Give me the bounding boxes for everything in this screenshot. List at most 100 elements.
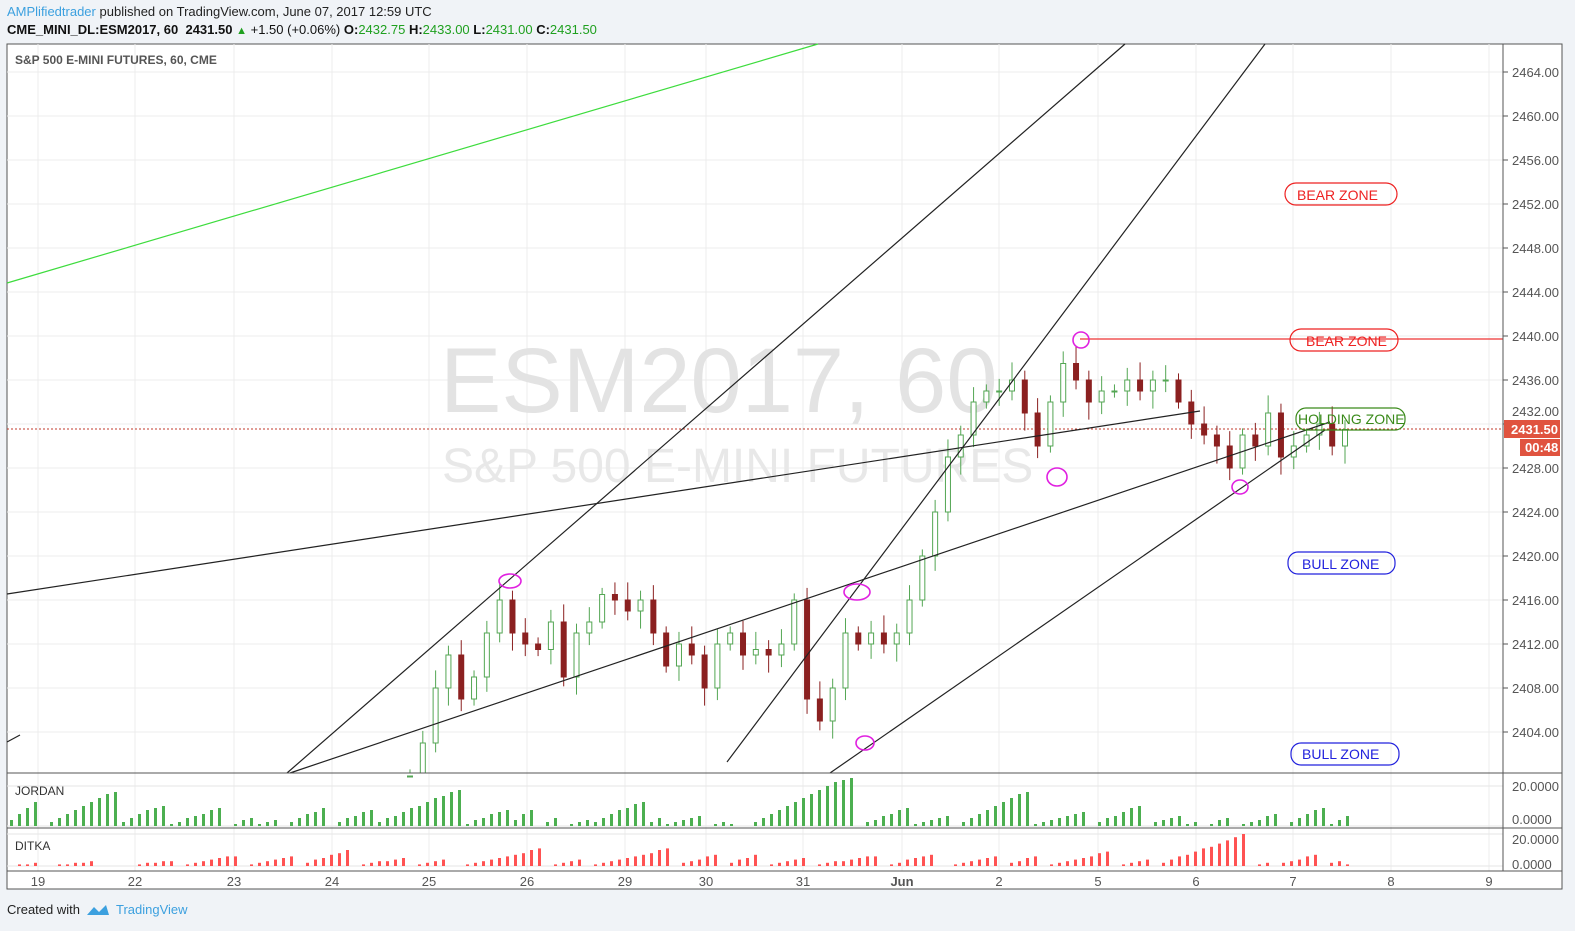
ditka-bar [26,864,29,866]
holding-zone-box[interactable] [1295,407,1406,431]
candle-body [458,654,465,700]
candle [1329,406,1336,456]
jordan-bar [194,816,197,826]
circle-marker[interactable] [498,573,522,589]
jordan-bar [1186,824,1189,826]
x-tick-label: 30 [699,874,713,889]
circle-marker[interactable] [855,735,875,751]
jordan-bar [714,824,717,826]
chart-canvas[interactable]: ESM2017, 60 S&P 500 E-MINI FUTURES S&P 5… [0,0,1575,900]
jordan-bar [274,820,277,826]
trendline-1[interactable] [6,410,1201,595]
candle-body [509,599,516,634]
y-tick-label: 2436.00 [1512,373,1559,388]
candle [714,629,721,701]
ditka-bar [330,854,333,866]
trendline-2[interactable] [286,43,1126,774]
candle-body [471,676,478,700]
ditka-bar [74,862,77,866]
trendline-4[interactable] [289,421,1331,774]
jordan-bar [578,822,581,826]
candle-body [688,643,695,656]
candle [1265,395,1272,456]
trendline-5[interactable] [829,429,1326,774]
jordan-bar [674,822,677,826]
x-tick-label: 31 [796,874,810,889]
ditka-bar [866,856,869,866]
ditka-bar [522,853,525,866]
ditka-bar [1338,861,1341,866]
jordan-bar [178,822,181,826]
bull-zone-box[interactable] [1290,742,1400,766]
jordan-bar [850,778,853,826]
ditka-bar [394,859,397,866]
ditka-bar [498,858,501,866]
jordan-bar [1010,798,1013,826]
ditka-bar [770,864,773,866]
close-value: 2431.50 [549,22,597,37]
circle-marker[interactable] [1072,331,1090,349]
candle-body [573,632,580,678]
candle-body [535,643,542,650]
jordan-bar [1330,824,1333,826]
x-tick-label: 2 [995,874,1002,889]
jordan-bar [306,814,309,826]
jordan-bar [122,822,125,826]
y-tick-label: 2456.00 [1512,153,1559,168]
ditka-bar [610,861,613,866]
ditka-bar [570,861,573,866]
jordan-bar [258,824,261,826]
publish-info: AMPlifiedtrader published on TradingView… [7,4,432,19]
candle [496,582,503,643]
open-value: 2432.75 [358,22,406,37]
jordan-bar [378,822,381,826]
circle-marker[interactable] [1046,467,1068,487]
tradingview-link[interactable]: TradingView [115,902,188,917]
candle-body [663,632,670,667]
jordan-bar [530,810,533,826]
bull-zone-label: BULL ZONE [1302,556,1379,572]
trendline-6[interactable] [6,734,21,743]
ditka-bar [1146,859,1149,866]
candle [1124,367,1131,406]
jordan-bar [266,822,269,826]
bear-zone-box[interactable] [1289,328,1399,352]
candle-body [701,654,708,689]
ditka-bar [1050,864,1053,866]
ditka-bar [370,862,373,866]
candle-body [919,555,926,601]
ditka-bar [1122,864,1125,866]
ditka-bar [562,862,565,866]
ditka-bar [162,861,165,866]
circle-marker[interactable] [1231,479,1249,495]
candle [547,609,554,665]
ditka-bar [954,864,957,866]
ditka-bar [90,861,93,866]
ditka-bar [146,862,149,866]
jordan-bar [1338,820,1341,826]
author-link[interactable]: AMPlifiedtrader [7,4,96,19]
jordan-bar [474,820,477,826]
jordan-bar [826,786,829,826]
ditka-bar [506,856,509,866]
bear-zone-box[interactable] [1284,182,1398,206]
drawings[interactable]: BEAR ZONE BEAR ZONE HOLDING ZONE BULL ZO… [6,43,1503,774]
ditka-bar [194,862,197,866]
candle [816,681,823,731]
bull-zone-box[interactable] [1287,551,1396,575]
jordan-bar [722,822,725,826]
jordan-bar [682,820,685,826]
trendline-3[interactable] [726,43,1266,763]
jordan-bar [1106,818,1109,826]
x-tick-label: 6 [1192,874,1199,889]
circle-marker[interactable] [843,583,871,601]
trendline-green[interactable] [6,43,819,284]
candle [919,549,926,607]
jordan-bar [154,808,157,826]
jordan-bar [1210,824,1213,826]
jordan-bar [490,814,493,826]
candle [701,645,708,706]
jordan-bar [1218,820,1221,826]
ditka-bar [474,862,477,866]
jordan-bar [1346,816,1349,826]
